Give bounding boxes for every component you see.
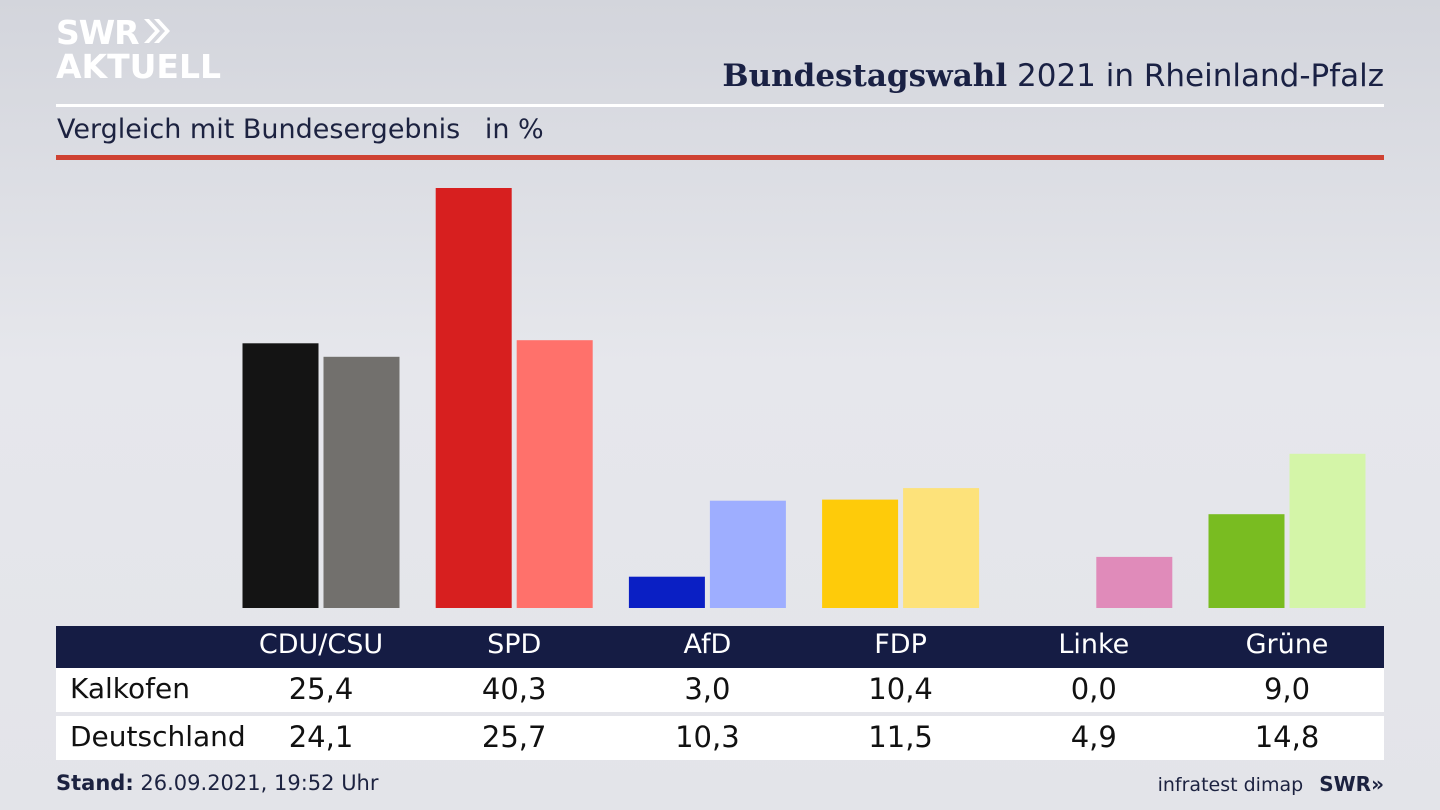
source-credit: infratest dimap SWR» [1158,772,1384,796]
subtitle-unit: in % [484,114,544,145]
logo-line-2: AKTUELL [56,47,222,86]
table-cell: 24,1 [288,720,354,754]
title-bold: Bundestagswahl [722,58,1008,94]
row-label: Kalkofen [70,672,190,705]
page-title: Bundestagswahl 2021 in Rheinland-Pfalz [722,58,1384,94]
bar-fdp-kalkofen [822,499,899,608]
row-label: Deutschland [70,720,246,753]
column-header: AfD [683,629,732,660]
column-header: FDP [874,629,927,660]
table-cell: 3,0 [684,672,731,706]
bar-spd-deutschland [516,340,593,608]
table-cell: 0,0 [1070,672,1117,706]
table-header-row: CDU/CSU SPD AfD FDP Linke Grüne [56,626,1384,668]
header-divider [56,104,1384,107]
chart-subtitle: Vergleich mit Bundesergebnis in % [57,114,544,145]
stand-label: Stand: [56,771,134,795]
bar-linke-deutschland [1096,556,1173,608]
table-cell: 25,4 [288,672,354,706]
accent-divider [56,155,1384,160]
table-cell: 9,0 [1263,672,1311,706]
timestamp: Stand: 26.09.2021, 19:52 Uhr [56,771,379,795]
table-cell: 25,7 [481,720,547,754]
bar-afd-deutschland [709,500,786,608]
column-header: CDU/CSU [258,629,384,660]
bar-gr-ne-kalkofen [1208,514,1285,608]
bar-spd-kalkofen [435,188,512,608]
bar-gr-ne-deutschland [1289,453,1366,608]
logo-chevrons-icon [144,19,170,43]
title-rest: 2021 in Rheinland-Pfalz [1017,58,1384,94]
bar-afd-kalkofen [628,576,705,608]
table-cell: 14,8 [1254,720,1320,754]
results-table: CDU/CSU SPD AfD FDP Linke Grüne Kalkofen 25,4… [56,626,1384,760]
footer-swr-logo: SWR» [1319,772,1384,796]
table-row: Deutschland 24,1 25,7 10,3 11,5 4,9 14,8 [56,716,1384,760]
table-row: Kalkofen 25,4 40,3 3,0 10,4 0,0 9,0 [56,668,1384,712]
bar-cdu-csu-deutschland [323,356,400,608]
column-header: SPD [487,629,542,660]
source-text: infratest dimap [1157,774,1304,796]
table-cell: 10,4 [868,672,933,706]
bar-cdu-csu-kalkofen [242,343,319,608]
table-cell: 4,9 [1070,720,1117,754]
table-cell: 40,3 [481,672,547,706]
table-cell: 11,5 [868,720,933,754]
bar-fdp-deutschland [903,488,980,608]
swr-aktuell-logo: SWR AKTUELL [56,16,221,84]
column-header: Grüne [1245,629,1329,660]
logo-line-1: SWR [56,13,140,52]
table-cell: 10,3 [675,720,740,754]
subtitle-text: Vergleich mit Bundesergebnis [57,114,461,145]
column-header: Linke [1058,629,1130,660]
stand-value: 26.09.2021, 19:52 Uhr [140,771,379,795]
